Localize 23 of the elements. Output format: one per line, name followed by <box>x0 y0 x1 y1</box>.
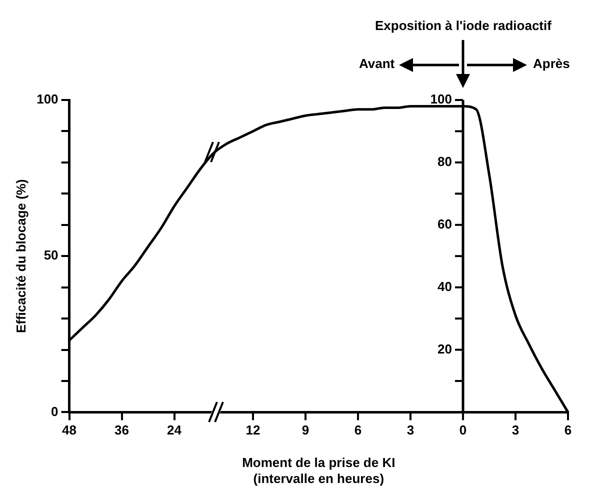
y-tick-label: 100 <box>36 92 58 107</box>
x-tick-label: 36 <box>114 422 130 438</box>
y-axis-title: Efficacité du blocage (%) <box>13 179 28 334</box>
y2-tick-label: 60 <box>438 216 452 232</box>
x-tick-label: 3 <box>406 422 414 438</box>
text: Après <box>533 56 570 71</box>
text: Exposition à l'iode radioactif <box>375 18 552 33</box>
x-axis-title: Moment de la prise de KI (intervalle en heures) <box>242 455 396 486</box>
y2-tick-label: 80 <box>438 154 452 170</box>
x-tick-label: 0 <box>459 422 467 438</box>
x-tick-label: 6 <box>564 422 572 438</box>
y-tick-label: 0 <box>51 404 58 419</box>
y-tick-label: 50 <box>44 248 58 263</box>
x-tick-label: 3 <box>512 422 520 438</box>
y2-tick-label: 20 <box>438 341 452 356</box>
x-tick-label: 9 <box>302 422 310 438</box>
y2-tick-label: 100 <box>430 92 452 107</box>
x-tick-label: 48 <box>62 422 77 438</box>
x-tick-label: 24 <box>167 422 182 438</box>
x-tick-label: 6 <box>354 422 362 438</box>
y2-tick-label: 40 <box>438 278 452 294</box>
x-tick-label: 12 <box>246 422 260 438</box>
text: Avant <box>359 56 395 71</box>
